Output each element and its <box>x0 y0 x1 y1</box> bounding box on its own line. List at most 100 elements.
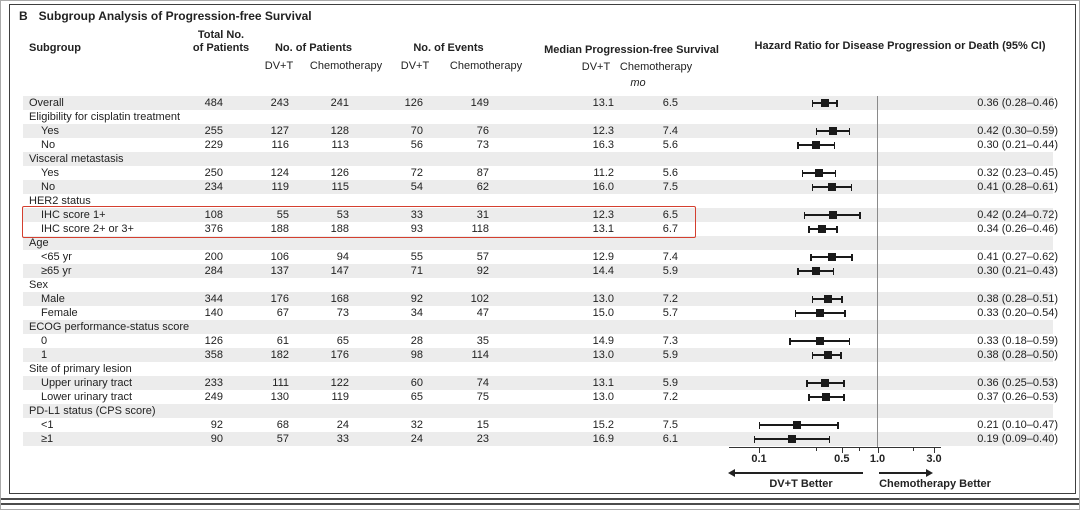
row-label: Yes <box>41 125 59 137</box>
forest-ci-cap-right <box>843 379 845 387</box>
cell-ev_dvt: 33 <box>410 209 423 221</box>
cell-med_dvt: 13.1 <box>592 377 614 389</box>
cell-hr_text: 0.38 (0.28–0.50) <box>977 349 1058 361</box>
cell-n_dvt: 68 <box>276 419 289 431</box>
forest-ci-cap-left <box>789 337 791 345</box>
cell-ev_chemo: 118 <box>471 223 489 235</box>
cell-hr_text: 0.38 (0.28–0.51) <box>977 293 1058 305</box>
cell-hr_text: 0.30 (0.21–0.43) <box>977 265 1058 277</box>
cell-total: 376 <box>204 223 223 235</box>
forest-ci-cap-right <box>848 337 851 345</box>
cell-hr_text: 0.41 (0.28–0.61) <box>977 181 1058 193</box>
cell-ev_dvt: 126 <box>404 97 423 109</box>
axis-tick <box>759 448 760 453</box>
forest-ci-cap-right <box>844 309 846 317</box>
figure-frame <box>9 4 1076 494</box>
forest-marker <box>816 337 825 345</box>
axis-line <box>729 447 941 448</box>
forest-marker <box>820 99 829 107</box>
cell-ev_chemo: 102 <box>470 293 489 305</box>
cell-ev_chemo: 57 <box>476 251 489 263</box>
cell-med_dvt: 12.9 <box>592 251 614 263</box>
col-events-header: No. of Events <box>413 42 484 54</box>
cell-n_chemo: 188 <box>330 223 349 235</box>
row-label: Eligibility for cisplatin treatment <box>29 111 181 123</box>
cell-hr_text: 0.41 (0.27–0.62) <box>977 251 1058 263</box>
cell-med_dvt: 13.0 <box>592 349 614 361</box>
cell-med_dvt: 15.0 <box>592 307 614 319</box>
table-row: Sex <box>23 278 1053 292</box>
subheader-dvt-patients: DV+T <box>264 60 294 72</box>
forest-ci-cap-right <box>837 421 839 429</box>
col-total-header: Total No. of Patients <box>192 29 250 54</box>
cell-n_dvt: 61 <box>276 335 289 347</box>
row-label: Lower urinary tract <box>41 391 133 403</box>
cell-med_chemo: 5.9 <box>662 377 678 389</box>
forest-ci-cap-right <box>832 267 835 275</box>
table-row: Yes 255 127 128 70 76 12.3 7.4 0.42 (0.30–0.59) <box>23 124 1058 138</box>
forest-ci-cap-left <box>808 225 810 233</box>
subheader-dvt-median: DV+T <box>581 61 611 73</box>
cell-n_dvt: 116 <box>271 139 289 151</box>
cell-hr_text: 0.33 (0.18–0.59) <box>977 335 1058 347</box>
row-label: 0 <box>41 335 48 347</box>
subheader-chemo-patients: Chemotherapy <box>309 60 383 72</box>
forest-marker <box>823 351 832 359</box>
cell-hr_text: 0.34 (0.26–0.46) <box>977 223 1058 235</box>
table-row: Overall 484 243 241 126 149 13.1 6.5 0.36 (0.28–… <box>23 96 1058 110</box>
left-arrow-line <box>735 472 863 474</box>
forest-ci-cap-right <box>859 211 861 219</box>
axis-tick-label: 3.0 <box>926 453 942 465</box>
forest-marker <box>828 211 837 219</box>
table-row: Yes 250 124 126 72 87 11.2 5.6 0.32 (0.23–0.45) <box>23 166 1058 180</box>
cell-n_chemo: 122 <box>330 377 349 389</box>
cell-n_dvt: 124 <box>270 167 289 179</box>
cell-n_dvt: 127 <box>270 125 289 137</box>
forest-marker <box>817 225 826 233</box>
cell-ev_dvt: 60 <box>410 377 423 389</box>
cell-n_chemo: 113 <box>331 139 349 151</box>
cell-total: 255 <box>204 125 223 137</box>
cell-med_chemo: 7.2 <box>662 293 678 305</box>
cell-ev_dvt: 32 <box>410 419 423 431</box>
row-label: Yes <box>41 167 59 179</box>
cell-n_chemo: 73 <box>336 307 349 319</box>
row-label: <65 yr <box>41 251 72 263</box>
cell-med_dvt: 12.3 <box>592 209 614 221</box>
cell-n_chemo: 168 <box>330 293 349 305</box>
forest-ci-cap-left <box>794 309 797 317</box>
forest-ci-cap-left <box>811 351 814 359</box>
row-label: Overall <box>29 97 64 109</box>
cell-total: 200 <box>204 251 223 263</box>
axis-tick-label: 0.1 <box>751 453 767 465</box>
cell-hr_text: 0.36 (0.25–0.53) <box>977 377 1058 389</box>
table-row: 0 126 61 65 28 35 14.9 7.3 0.33 (0.18–0.59) <box>23 334 1058 348</box>
cell-n_chemo: 119 <box>331 391 349 403</box>
cell-ev_chemo: 73 <box>476 139 489 151</box>
cell-med_dvt: 16.9 <box>592 433 614 445</box>
cell-n_dvt: 188 <box>270 223 289 235</box>
forest-marker <box>822 393 831 401</box>
table-row: IHC score 1+ 108 55 53 33 31 12.3 6.5 0.42 (0.24… <box>23 208 1058 222</box>
forest-ci-cap-left <box>810 253 812 261</box>
median-unit-label: mo <box>630 77 646 89</box>
row-label: Age <box>29 237 49 249</box>
row-label: ≥1 <box>41 433 54 445</box>
row-label: PD-L1 status (CPS score) <box>29 405 156 417</box>
table-row: ≥1 90 57 33 24 23 16.9 6.1 0.19 (0.09–0.40) <box>23 432 1058 446</box>
cell-med_chemo: 5.6 <box>662 139 678 151</box>
cell-hr_text: 0.19 (0.09–0.40) <box>977 433 1058 445</box>
cell-n_dvt: 106 <box>270 251 289 263</box>
table-row: Upper urinary tract 233 111 122 60 74 13.1 5.9 0… <box>23 376 1058 390</box>
forest-ci-cap-left <box>759 421 761 429</box>
cell-ev_chemo: 75 <box>476 391 489 403</box>
row-label: ≥65 yr <box>41 265 72 277</box>
table-row: PD-L1 status (CPS score) <box>23 404 1053 418</box>
cell-ev_dvt: 24 <box>410 433 423 445</box>
right-arrow-label: Chemotherapy Better <box>879 478 991 490</box>
cell-ev_chemo: 114 <box>471 349 489 361</box>
right-arrow-line <box>879 472 926 474</box>
cell-ev_chemo: 15 <box>476 419 489 431</box>
cell-n_dvt: 182 <box>270 349 289 361</box>
